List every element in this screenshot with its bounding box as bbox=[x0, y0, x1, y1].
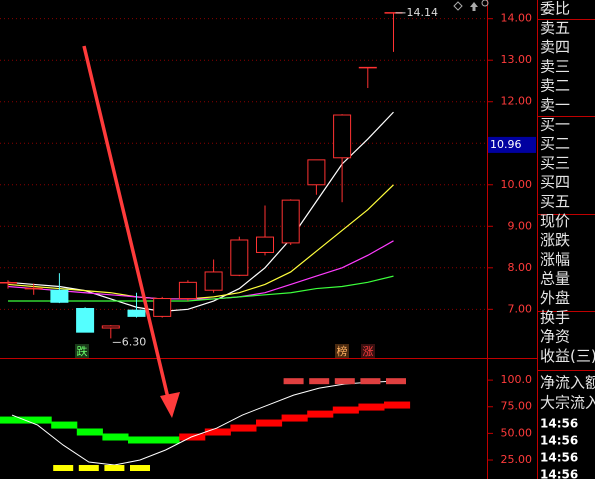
badge-bg bbox=[335, 344, 349, 358]
candle-body bbox=[101, 325, 120, 329]
candle-body bbox=[307, 159, 326, 186]
side-label: 净资 bbox=[540, 328, 570, 346]
step-bar bbox=[76, 428, 103, 436]
current-price-box bbox=[488, 136, 536, 153]
time-label: 14:56 bbox=[540, 434, 578, 448]
step-bar bbox=[384, 401, 411, 409]
indicator-line bbox=[11, 380, 397, 466]
side-label: 卖四 bbox=[540, 38, 570, 56]
ma-line bbox=[8, 275, 394, 302]
side-label: 大宗流入 bbox=[540, 394, 595, 412]
dash-marker bbox=[334, 378, 355, 385]
side-label: 涨跌 bbox=[540, 231, 570, 249]
side-label: 外盘 bbox=[540, 289, 570, 307]
badge: 榜 bbox=[337, 344, 348, 358]
candle-body bbox=[230, 239, 249, 276]
up-button[interactable] bbox=[470, 2, 478, 11]
badge: 涨 bbox=[363, 345, 374, 358]
y-tick-label: 14.00 bbox=[501, 12, 533, 25]
y-tick-label: 7.00 bbox=[508, 302, 533, 315]
dash-marker bbox=[78, 465, 99, 472]
side-label: 卖三 bbox=[540, 57, 570, 75]
y-tick-label: 75.00 bbox=[501, 400, 533, 413]
dash-marker bbox=[130, 465, 150, 472]
badge-bg bbox=[75, 344, 89, 358]
side-label: 净流入额 bbox=[540, 374, 595, 392]
y-tick-label: 25.00 bbox=[501, 453, 533, 466]
candle-body bbox=[153, 298, 172, 317]
circle-button[interactable] bbox=[481, 0, 489, 7]
candle-body bbox=[333, 114, 352, 159]
step-bar bbox=[230, 424, 257, 432]
y-tick-label: 12.00 bbox=[501, 95, 533, 108]
side-label: 买五 bbox=[540, 193, 570, 211]
arrow-shaft bbox=[82, 45, 170, 399]
low-label: 6.30 bbox=[122, 335, 147, 348]
dash-marker bbox=[309, 378, 330, 385]
ma-line bbox=[7, 111, 394, 313]
current-price: 10.96 bbox=[490, 138, 522, 151]
arrow-head bbox=[160, 392, 180, 418]
candle-body bbox=[178, 281, 197, 300]
candle-body bbox=[281, 199, 300, 244]
y-tick-label: 13.00 bbox=[501, 53, 533, 66]
badge: 跌 bbox=[77, 344, 88, 358]
side-label: 收益(三) bbox=[540, 347, 595, 365]
candle-body bbox=[50, 289, 69, 303]
y-tick-label: 50.00 bbox=[501, 426, 533, 439]
dash-marker bbox=[386, 378, 406, 385]
candle-body bbox=[76, 307, 95, 333]
side-label: 买一 bbox=[540, 115, 570, 133]
dash-marker bbox=[53, 465, 74, 472]
step-bar bbox=[204, 428, 231, 436]
dash-marker bbox=[104, 465, 125, 472]
ma-line bbox=[7, 240, 394, 300]
step-bar bbox=[307, 410, 334, 418]
y-tick-label: 100.0 bbox=[501, 373, 533, 386]
side-label: 现价 bbox=[540, 212, 570, 230]
step-bar bbox=[51, 421, 78, 429]
side-label: 总量 bbox=[540, 270, 570, 288]
y-tick-label: 9.00 bbox=[508, 219, 533, 232]
side-label: 换手 bbox=[540, 308, 570, 326]
dash-marker bbox=[283, 378, 304, 385]
dash-marker bbox=[360, 378, 381, 385]
side-label: 卖五 bbox=[540, 19, 570, 37]
step-bar bbox=[0, 416, 27, 424]
side-label: 卖二 bbox=[540, 77, 570, 95]
time-label: 14:56 bbox=[540, 417, 578, 431]
time-label: 14:56 bbox=[540, 451, 578, 465]
time-label: 14:56 bbox=[540, 468, 578, 479]
side-label: 卖一 bbox=[540, 96, 570, 114]
side-label: 涨幅 bbox=[540, 250, 570, 268]
candle-body bbox=[127, 309, 146, 317]
badge-bg bbox=[361, 344, 375, 358]
step-bar bbox=[358, 403, 385, 411]
step-bar bbox=[256, 419, 283, 427]
step-bar bbox=[281, 414, 308, 422]
ma-line bbox=[7, 184, 394, 300]
y-tick-label: 10.00 bbox=[501, 178, 533, 191]
step-bar bbox=[332, 406, 359, 414]
candle-body bbox=[204, 271, 223, 291]
diamond-button[interactable] bbox=[453, 1, 463, 11]
side-label: 委比 bbox=[540, 0, 570, 18]
step-bar bbox=[102, 433, 129, 441]
side-label: 买二 bbox=[540, 135, 570, 153]
step-bar bbox=[25, 416, 52, 424]
high-label: 14.14 bbox=[407, 6, 439, 19]
side-label: 买四 bbox=[540, 173, 570, 191]
step-bar bbox=[153, 436, 180, 444]
y-tick-label: 8.00 bbox=[508, 261, 533, 274]
side-label: 买三 bbox=[540, 154, 570, 172]
step-bar bbox=[128, 436, 155, 444]
candle-body bbox=[256, 236, 274, 253]
